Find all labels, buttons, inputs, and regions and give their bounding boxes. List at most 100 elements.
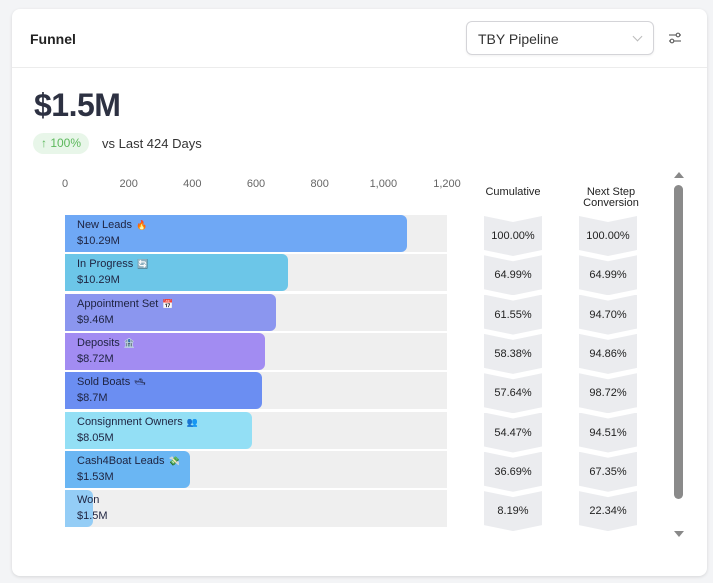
funnel-bar[interactable] xyxy=(65,215,408,252)
funnel-row[interactable]: Sold Boats 🛥 $8.7M xyxy=(65,372,447,410)
pipeline-select[interactable]: TBY Pipeline xyxy=(466,21,654,55)
sliders-icon[interactable] xyxy=(668,31,682,45)
next-step-cell: 64.99% xyxy=(579,255,637,295)
x-tick-label: 1,000 xyxy=(369,178,398,190)
scroll-down-arrow[interactable] xyxy=(674,531,684,537)
chevron-down-icon xyxy=(632,31,643,42)
cumulative-cell: 64.99% xyxy=(484,255,542,295)
bar-amount: $10.29M xyxy=(77,274,120,287)
bar-amount: $9.46M xyxy=(77,313,114,326)
cumulative-cell: 54.47% xyxy=(484,413,542,453)
funnel-bar[interactable] xyxy=(65,372,263,410)
next-step-cell-value: 100.00% xyxy=(586,230,630,242)
cumulative-cell: 58.38% xyxy=(484,334,542,374)
bar-amount: $1.53M xyxy=(77,470,114,483)
stage-emoji-icon: 📅 xyxy=(162,298,174,309)
next-step-header-line1: Next Step xyxy=(586,186,636,198)
cumulative-cell-value: 54.47% xyxy=(494,426,532,439)
funnel-row[interactable]: Deposits 🏦 $8.72M xyxy=(65,332,447,370)
next-step-cell-value: 94.86% xyxy=(589,347,627,360)
card-title: Funnel xyxy=(30,31,76,47)
bar-label: Appointment Set 📅 xyxy=(77,298,174,310)
next-step-cell-value: 64.99% xyxy=(589,269,627,282)
funnel-bar[interactable] xyxy=(65,293,276,331)
cumulative-header: Cumulative xyxy=(485,186,541,198)
cumulative-cell: 57.64% xyxy=(484,373,542,413)
total-value: $1.5M xyxy=(34,87,121,123)
bar-label: Won xyxy=(77,494,99,506)
bar-label-text: Deposits xyxy=(77,336,120,349)
bar-label: Sold Boats 🛥 xyxy=(77,376,146,388)
cumulative-cell: 100.00% xyxy=(484,216,542,256)
bar-label: In Progress 🔄 xyxy=(77,258,148,270)
funnel-bar[interactable] xyxy=(65,450,191,488)
funnel-bar[interactable] xyxy=(65,411,252,449)
next-step-header-line2: Conversion xyxy=(583,197,639,209)
funnel-row[interactable]: New Leads 🔥 $10.29M xyxy=(65,215,447,252)
next-step-cell: 94.70% xyxy=(579,295,637,335)
next-step-cell: 100.00% xyxy=(579,216,637,256)
funnel-bar[interactable] xyxy=(65,254,288,292)
x-tick-label: 400 xyxy=(183,178,202,190)
scrollbar-thumb[interactable] xyxy=(674,185,683,499)
stage-emoji-icon: 👥 xyxy=(186,416,198,427)
funnel-row[interactable]: Appointment Set 📅 $9.46M xyxy=(65,293,447,331)
cumulative-cell-value: 64.99% xyxy=(494,269,532,282)
bar-amount: $8.05M xyxy=(77,431,114,444)
x-tick-label: 1,200 xyxy=(433,178,461,190)
funnel-row[interactable]: In Progress 🔄 $10.29M xyxy=(65,254,447,292)
x-tick-label: 0 xyxy=(61,178,69,190)
scroll-up-arrow[interactable] xyxy=(674,172,684,178)
pipeline-select-value: TBY Pipeline xyxy=(478,31,559,47)
bar-amount: $8.72M xyxy=(77,352,114,365)
funnel-row[interactable]: Cash4Boat Leads 💸 $1.53M xyxy=(65,450,447,488)
bar-label: Cash4Boat Leads 💸 xyxy=(77,455,180,467)
funnel-row[interactable]: Won $1.5M xyxy=(65,490,447,528)
next-step-cell: 98.72% xyxy=(579,373,637,413)
cumulative-cell-value: 61.55% xyxy=(494,308,532,321)
bar-label-text: Consignment Owners xyxy=(77,415,183,428)
bar-amount: $8.7M xyxy=(77,392,108,405)
bar-label-text: Won xyxy=(77,494,100,507)
next-step-cell-value: 94.70% xyxy=(589,308,627,321)
next-step-cell: 94.51% xyxy=(579,413,637,453)
bar-amount: $1.5M xyxy=(77,510,108,523)
cumulative-cell: 36.69% xyxy=(484,452,542,492)
stage-emoji-icon: 🏦 xyxy=(123,337,136,348)
bar-amount: $10.29M xyxy=(77,235,120,247)
next-step-cell-value: 94.51% xyxy=(589,426,627,439)
cumulative-cell-value: 57.64% xyxy=(494,387,532,400)
next-step-cell-value: 67.35% xyxy=(589,465,627,478)
next-step-cell: 22.34% xyxy=(579,491,637,531)
funnel-bar[interactable] xyxy=(65,490,93,528)
funnel-row[interactable]: Consignment Owners 👥 $8.05M xyxy=(65,411,447,449)
x-tick-label: 200 xyxy=(119,178,138,190)
bar-label: New Leads 🔥 xyxy=(77,219,147,231)
cumulative-cell-value: 100.00% xyxy=(491,230,535,242)
card-header: Funnel TBY Pipeline xyxy=(12,9,707,68)
next-step-cell: 94.86% xyxy=(579,334,637,374)
x-tick-label: 600 xyxy=(246,178,266,190)
stage-emoji-icon: 🔥 xyxy=(136,220,148,230)
next-step-cell-value: 22.34% xyxy=(589,505,627,518)
bar-label-text: In Progress xyxy=(77,258,134,271)
change-badge: ↑ 100% xyxy=(33,133,90,154)
cumulative-cell: 8.19% xyxy=(484,491,542,531)
stage-emoji-icon: 🛥 xyxy=(134,377,146,388)
cumulative-cell: 61.55% xyxy=(484,295,542,335)
cumulative-cell-value: 8.19% xyxy=(497,505,529,518)
next-step-cell: 67.35% xyxy=(579,452,637,492)
bar-label: Consignment Owners 👥 xyxy=(77,416,198,428)
bar-label-text: Sold Boats xyxy=(77,376,131,389)
cumulative-cell-value: 58.38% xyxy=(494,347,532,360)
x-tick-label: 800 xyxy=(310,178,329,190)
stage-emoji-icon: 💸 xyxy=(168,455,180,466)
comparison-text: vs Last 424 Days xyxy=(102,136,202,151)
bar-label-text: New Leads xyxy=(77,219,133,231)
funnel-bar[interactable] xyxy=(65,332,265,370)
next-step-header: Next Step Conversion xyxy=(576,187,646,209)
next-step-cell-value: 98.72% xyxy=(589,387,627,400)
bar-label-text: Cash4Boat Leads xyxy=(77,454,165,467)
bar-label-text: Appointment Set xyxy=(77,297,159,310)
stage-emoji-icon: 🔄 xyxy=(137,259,149,270)
